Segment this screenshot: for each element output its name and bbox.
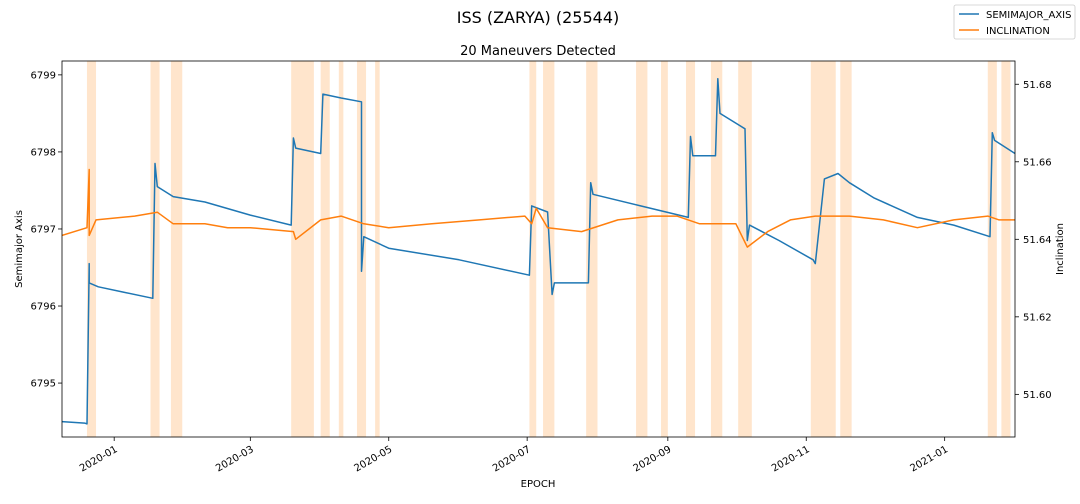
maneuver-span-1 (86, 61, 97, 437)
maneuver-span-5 (320, 61, 330, 437)
y-right-axis-ticks: 51.60 51.62 51.64 51.66 51.68 (1015, 80, 1052, 401)
series-lines (62, 77, 1015, 425)
legend-box (953, 4, 1076, 40)
x-tick-label-6: 2020-11 (770, 444, 812, 474)
y-right-tick-label-2: 51.62 (1023, 312, 1052, 323)
legend-label-semimajor: SEMIMAJOR_AXIS (986, 10, 1071, 21)
y-right-tick-label-1: 51.60 (1023, 390, 1052, 401)
maneuver-span-6 (338, 61, 344, 437)
inclination-line (62, 168, 1015, 248)
maneuver-span-11 (586, 61, 598, 437)
y-left-tick-label-2: 6796 (31, 302, 56, 313)
legend-label-inclination: INCLINATION (986, 26, 1050, 37)
x-tick-label-2: 2020-03 (214, 444, 256, 474)
maneuver-span-17 (810, 61, 836, 437)
maneuver-span-18 (840, 61, 852, 437)
y-left-axis-label: Semimajor Axis (14, 210, 25, 288)
maneuver-span-15 (710, 61, 723, 437)
x-tick-label-3: 2020-05 (353, 444, 395, 474)
legend: SEMIMAJOR_AXIS INCLINATION (953, 4, 1076, 40)
maneuver-span-20 (1001, 61, 1011, 437)
maneuver-span-14 (685, 61, 696, 437)
maneuver-span-8 (375, 61, 380, 437)
semimajor-axis-line (62, 77, 1015, 425)
x-tick-label-4: 2020-07 (491, 444, 533, 474)
plot-frame (61, 60, 1016, 438)
x-axis-label: EPOCH (521, 479, 556, 490)
y-left-tick-label-3: 6797 (31, 224, 56, 235)
maneuver-span-3 (170, 61, 183, 437)
y-left-tick-label-5: 6799 (31, 70, 56, 81)
x-axis-ticks: 2020-01 2020-03 2020-05 2020-07 2020-09 2020-… (78, 437, 950, 474)
x-tick-label-5: 2020-09 (632, 444, 674, 474)
chart-suptitle: ISS (ZARYA) (25544) (457, 8, 620, 27)
y-left-tick-label-4: 6798 (31, 147, 56, 158)
maneuver-span-10 (543, 61, 555, 437)
chart-title: 20 Maneuvers Detected (460, 44, 616, 59)
maneuver-span-4 (291, 61, 314, 437)
maneuver-span-12 (636, 61, 648, 437)
x-tick-label-1: 2020-01 (78, 444, 120, 474)
y-left-axis-ticks: 6795 6796 6797 6798 6799 (31, 70, 62, 390)
maneuver-span-16 (738, 61, 752, 437)
x-tick-label-7: 2021-01 (908, 444, 950, 474)
y-right-tick-label-5: 51.68 (1023, 80, 1052, 91)
y-right-tick-label-3: 51.64 (1023, 235, 1052, 246)
y-right-tick-label-4: 51.66 (1023, 157, 1052, 168)
maneuver-spans (86, 61, 1011, 437)
maneuver-span-2 (150, 61, 160, 437)
maneuver-span-9 (529, 61, 537, 437)
y-right-axis-label: Inclination (1055, 223, 1066, 275)
maneuver-span-19 (987, 61, 997, 437)
y-left-tick-label-1: 6795 (31, 379, 56, 390)
maneuver-span-13 (661, 61, 668, 437)
